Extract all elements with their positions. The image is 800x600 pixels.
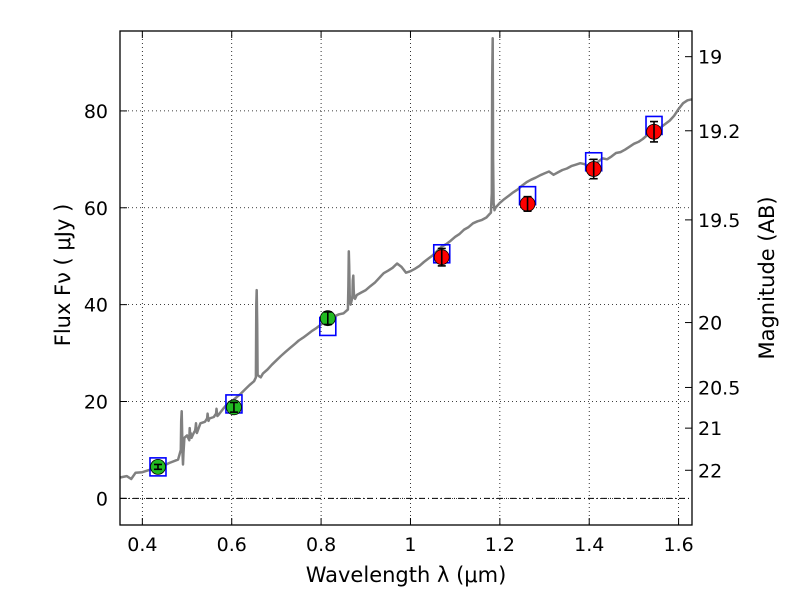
magnitude-tick-label: 21 xyxy=(698,418,722,440)
magnitude-tick-label: 19.5 xyxy=(698,210,740,232)
x-tick-label: 1.2 xyxy=(485,534,515,556)
tick-marks xyxy=(120,31,692,525)
y-tick-label: 40 xyxy=(84,295,108,317)
photometry-markers xyxy=(149,115,663,477)
magnitude-tick-label: 19.2 xyxy=(698,121,740,143)
y-tick-label: 20 xyxy=(84,392,108,414)
magnitude-axis-tick-labels: 19 19.2 19.5 20 20.5 21 22 xyxy=(698,47,740,483)
x-tick-label: 1.4 xyxy=(574,534,604,556)
y-axis-tick-labels: 0 20 40 60 80 xyxy=(84,101,108,510)
model-photometry-square xyxy=(149,457,167,477)
plot-frame xyxy=(119,30,693,526)
y-tick-label: 0 xyxy=(96,488,108,510)
x-tick-label: 1 xyxy=(404,534,416,556)
magnitude-tick-label: 19 xyxy=(698,47,722,69)
y-tick-label: 60 xyxy=(84,198,108,220)
magnitude-axis-title: Magnitude (AB) xyxy=(755,196,779,359)
magnitude-tick-label: 20.5 xyxy=(698,377,740,399)
model-spectrum-line xyxy=(119,37,693,481)
y-tick-label: 80 xyxy=(84,101,108,123)
x-axis-title: Wavelength λ (μm) xyxy=(306,563,507,587)
y-axis-title: Flux Fν ( μJy ) xyxy=(51,204,75,347)
x-tick-label: 0.4 xyxy=(127,534,157,556)
x-tick-label: 0.6 xyxy=(217,534,247,556)
x-tick-label: 0.8 xyxy=(306,534,336,556)
magnitude-tick-label: 22 xyxy=(698,460,722,482)
grid xyxy=(120,31,692,525)
magnitude-tick-label: 20 xyxy=(698,313,722,335)
x-axis-tick-labels: 0.4 0.6 0.8 1 1.2 1.4 1.6 xyxy=(127,534,693,556)
x-tick-label: 1.6 xyxy=(663,534,693,556)
